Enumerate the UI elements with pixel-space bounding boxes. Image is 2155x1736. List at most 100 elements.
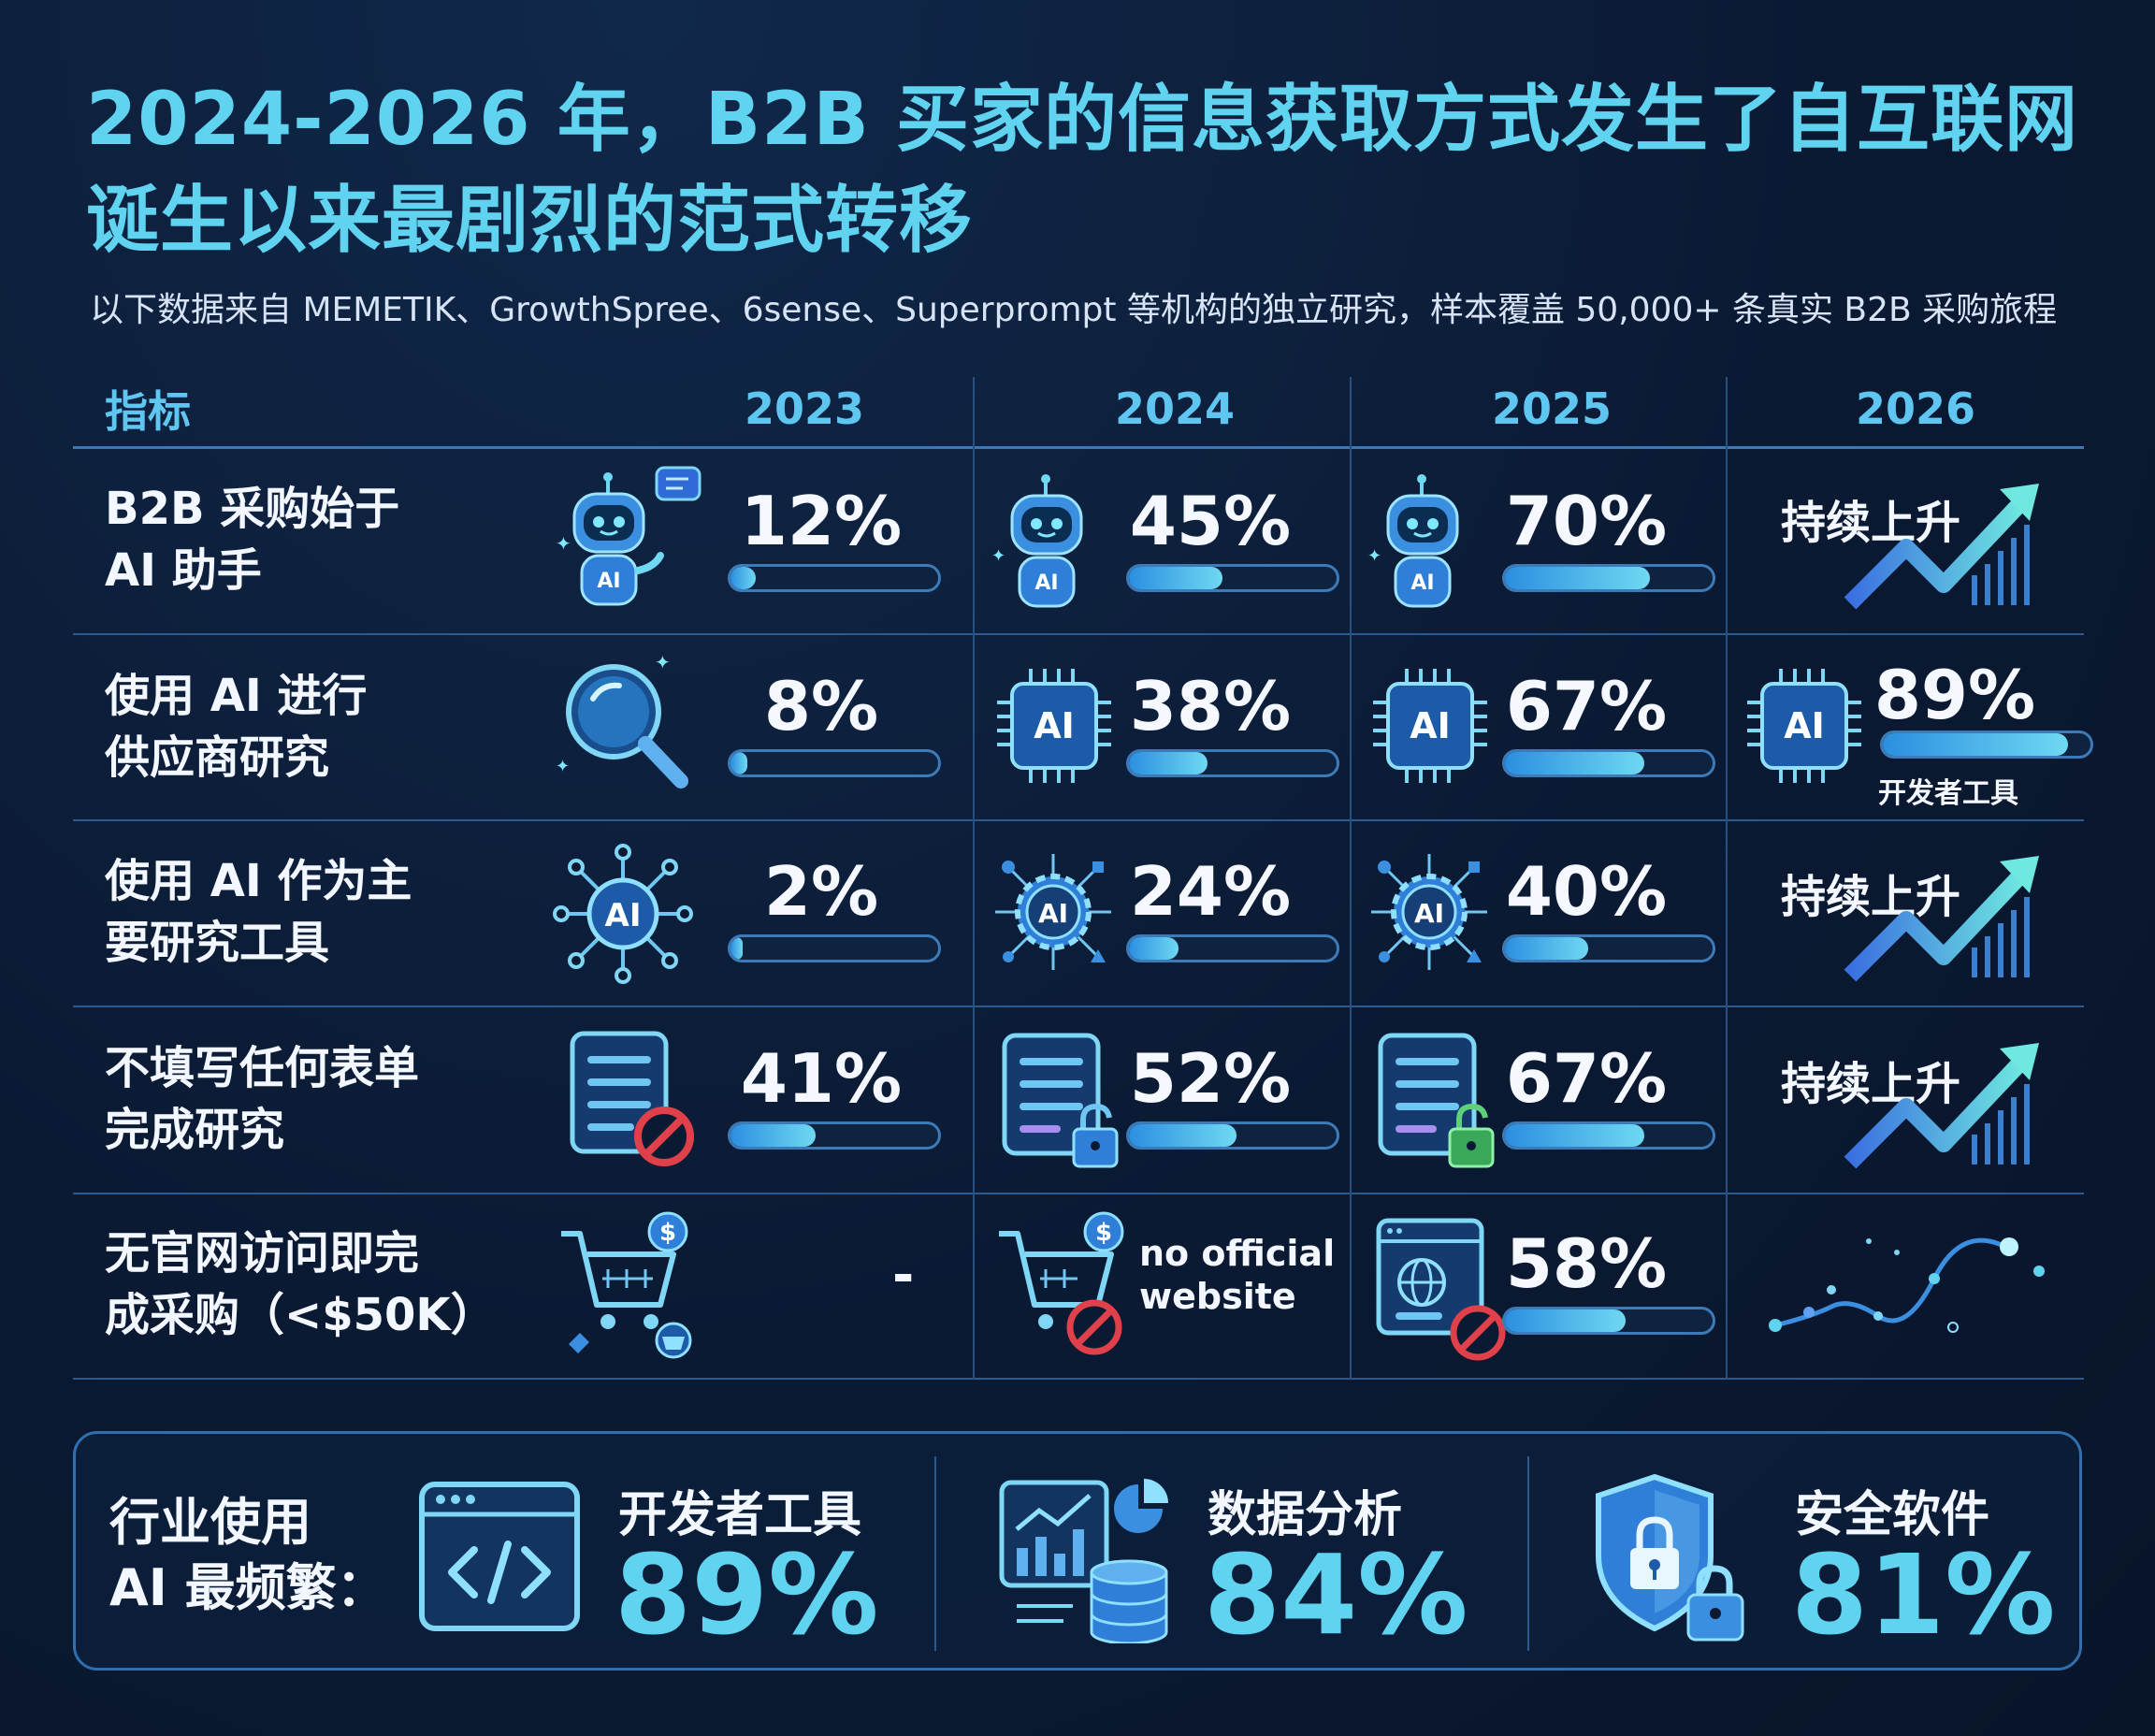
header-metric: 指标 (105, 386, 191, 437)
no-official-website-text: no official website (1139, 1233, 1336, 1317)
industry-value-dev-tools: 89% (615, 1530, 879, 1659)
svg-text:✦: ✦ (1367, 546, 1381, 566)
progress-fill (1505, 567, 1651, 589)
rising-sparkline-icon (1757, 1222, 2056, 1357)
svg-text:AI: AI (1414, 898, 1444, 929)
row-label-line: 完成研究 (105, 1104, 285, 1156)
ai-chip-icon: AI (1369, 665, 1491, 790)
row-label-line: B2B 采购始于 (105, 483, 400, 535)
value-2023: 12% (740, 482, 903, 560)
progress-bar (1126, 564, 1339, 592)
row-label-no-website: 无官网访问即完成采购（<$50K） (105, 1222, 496, 1346)
progress-fill (730, 937, 744, 960)
row-label-ai-assistant: B2B 采购始于 AI 助手 (105, 478, 399, 601)
security-shield-icon (1589, 1471, 1757, 1653)
progress-fill (730, 567, 756, 589)
svg-text:AI: AI (1038, 898, 1068, 929)
value-2025: 67% (1505, 667, 1668, 745)
header-year-2024: 2024 (1115, 383, 1236, 434)
value-2025: 58% (1505, 1224, 1668, 1303)
trend-text-2026: 持续上升 (1781, 871, 1961, 923)
row-divider (73, 819, 2084, 821)
row-label-line: 成采购（<$50K） (105, 1289, 496, 1341)
header-year-2025: 2025 (1492, 383, 1613, 434)
svg-text:$: $ (1095, 1219, 1112, 1247)
form-unlock-icon (997, 1028, 1128, 1181)
row-label-no-forms: 不填写任何表单 完成研究 (105, 1037, 419, 1161)
value-2024: 52% (1129, 1039, 1292, 1118)
value-2026: 89% (1873, 656, 2036, 734)
value-2024: 45% (1129, 482, 1292, 560)
row-label-main-tool: 使用 AI 作为主 要研究工具 (105, 850, 412, 974)
value-2024: 38% (1129, 667, 1292, 745)
column-divider (1726, 377, 1728, 1380)
progress-fill (1505, 937, 1588, 960)
value-2025: 70% (1505, 482, 1668, 560)
svg-text:AI: AI (597, 570, 620, 593)
metrics-table: 指标 2023 2024 2025 2026 B2B 采购始于 AI 助手 使用 … (73, 369, 2093, 1380)
industry-label-line: 行业使用 (109, 1493, 311, 1552)
row-label-vendor-research: 使用 AI 进行 供应商研究 (105, 665, 367, 788)
row-label-line: 无官网访问即完 (105, 1227, 420, 1280)
row-divider (73, 1378, 2084, 1380)
robot-chat-icon: AI ✦ (552, 466, 701, 619)
row-label-line: 要研究工具 (105, 917, 330, 969)
progress-bar (1502, 1307, 1715, 1335)
progress-fill (1505, 1309, 1626, 1332)
progress-bar (728, 934, 941, 962)
progress-fill (730, 752, 747, 774)
value-2025: 40% (1505, 852, 1668, 931)
progress-bar (1126, 1121, 1339, 1150)
progress-fill (1129, 752, 1208, 774)
trend-up-arrow-icon (1831, 472, 2056, 616)
trend-up-arrow-icon (1831, 1032, 2056, 1176)
row-label-line: 使用 AI 作为主 (105, 855, 412, 907)
svg-text:AI: AI (605, 897, 642, 934)
progress-fill (1505, 1124, 1644, 1147)
svg-text:✦: ✦ (991, 546, 1005, 566)
trend-text-2026: 持续上升 (1781, 497, 1961, 549)
progress-fill (1505, 752, 1644, 774)
progress-bar (1502, 564, 1715, 592)
svg-text:✦: ✦ (556, 757, 570, 776)
ai-gear-network-icon: AI (1364, 846, 1495, 981)
ai-gear-network-icon: AI (988, 846, 1119, 981)
page-title: 2024-2026 年，B2B 买家的信息获取方式发生了自互联网诞生以来最剧烈的… (86, 78, 2079, 263)
svg-text:AI: AI (1034, 571, 1058, 595)
progress-fill (1883, 733, 2068, 756)
trend-up-arrow-icon (1831, 845, 2056, 989)
row-divider (73, 1005, 2084, 1007)
page-subtitle: 以下数据来自 MEMETIK、GrowthSpree、6sense、Superp… (90, 291, 2058, 329)
industry-name-data-analytics: 数据分析 (1208, 1487, 1403, 1543)
form-blocked-icon (565, 1026, 705, 1179)
magnifier-icon: ✦ ✦ (552, 650, 701, 803)
svg-text:AI: AI (1410, 571, 1434, 595)
progress-fill (730, 1124, 817, 1147)
ai-chip-icon: AI (993, 665, 1115, 790)
progress-bar (728, 749, 941, 777)
industry-name-security: 安全软件 (1795, 1487, 1990, 1543)
progress-fill (1129, 937, 1179, 960)
value-2023: 2% (763, 852, 879, 931)
column-divider (973, 377, 975, 1380)
row-label-line: AI 助手 (105, 544, 262, 597)
industry-panel-label: 行业使用 AI 最频繁： (109, 1490, 387, 1621)
header-divider (73, 446, 2084, 449)
svg-text:$: $ (659, 1219, 676, 1247)
progress-bar (1502, 1121, 1715, 1150)
trend-text-2026: 持续上升 (1781, 1058, 1961, 1110)
progress-bar (728, 564, 941, 592)
row-divider (73, 1193, 2084, 1194)
value-2025: 67% (1505, 1039, 1668, 1118)
svg-text:AI: AI (1034, 705, 1075, 746)
panel-divider (1527, 1456, 1529, 1651)
value-2023: 8% (763, 667, 879, 745)
column-divider (1350, 377, 1352, 1380)
progress-bar (728, 1121, 941, 1150)
panel-divider (934, 1456, 936, 1651)
svg-text:✦: ✦ (655, 651, 671, 673)
ai-chip-icon: AI (1743, 665, 1865, 790)
svg-text:AI: AI (1410, 705, 1451, 746)
industry-value-security: 81% (1791, 1530, 2056, 1659)
header-year-2026: 2026 (1856, 383, 1976, 434)
